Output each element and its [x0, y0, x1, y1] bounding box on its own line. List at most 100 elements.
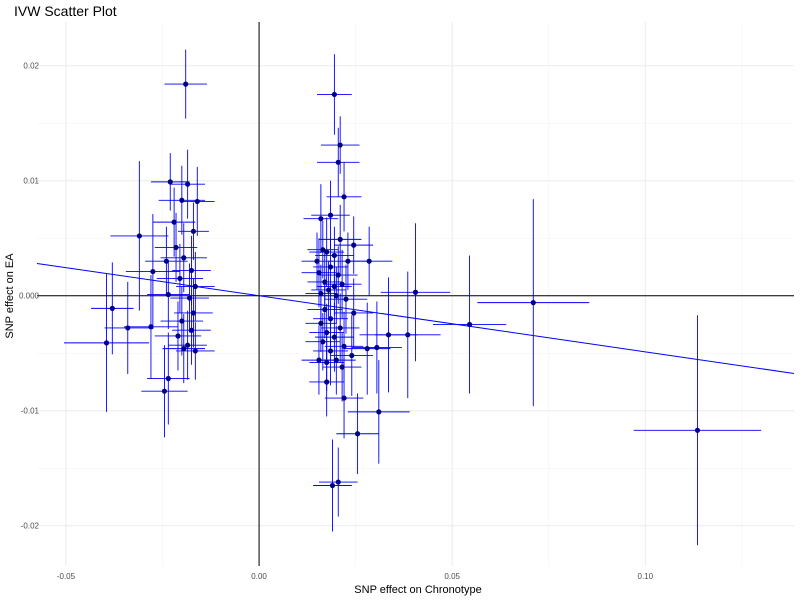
data-point	[324, 359, 330, 366]
data-point	[351, 242, 357, 248]
x-tick-label: 0.00	[251, 572, 267, 581]
y-tick-label: -0.01	[21, 407, 40, 416]
data-point	[186, 295, 193, 301]
data-point	[165, 291, 171, 298]
data-point	[366, 258, 372, 264]
data-point	[188, 327, 195, 333]
data-point	[322, 279, 328, 285]
data-point	[109, 305, 115, 311]
data-point	[327, 316, 334, 322]
data-point	[341, 395, 347, 401]
data-point	[376, 409, 382, 415]
data-point	[136, 233, 142, 239]
data-point	[327, 264, 334, 270]
data-point	[331, 252, 337, 259]
data-point	[335, 272, 341, 278]
data-point	[333, 293, 339, 299]
data-point	[405, 332, 411, 338]
data-point	[324, 249, 330, 255]
data-point	[351, 310, 357, 316]
data-point	[103, 340, 110, 346]
data-point	[337, 236, 343, 242]
data-point	[320, 339, 326, 345]
data-point	[192, 348, 198, 354]
data-point	[466, 321, 473, 328]
data-point	[318, 216, 324, 222]
data-point	[327, 212, 334, 218]
data-point	[337, 142, 343, 148]
x-axis-label: SNP effect on Chronotype	[354, 584, 481, 596]
data-point	[165, 375, 171, 382]
data-point	[374, 344, 380, 351]
y-tick-labels: -0.02 -0.01 0.000 0.01 0.02	[19, 62, 40, 531]
data-point	[185, 181, 191, 187]
data-points	[103, 81, 701, 489]
data-point	[337, 325, 343, 331]
data-point	[181, 346, 187, 352]
data-point	[325, 287, 332, 293]
chart-title: IVW Scatter Plot	[14, 3, 117, 19]
data-point	[324, 329, 330, 336]
data-point	[177, 275, 183, 282]
data-point	[343, 296, 349, 302]
y-tick-label: -0.02	[21, 522, 40, 531]
data-point	[364, 346, 370, 352]
data-point	[331, 91, 337, 98]
data-point	[335, 159, 341, 165]
data-point	[163, 258, 169, 264]
data-point	[173, 244, 179, 251]
data-point	[148, 324, 154, 330]
y-tick-label: 0.000	[19, 292, 40, 301]
data-point	[320, 247, 326, 253]
data-point	[318, 290, 324, 297]
x-tick-labels: -0.05 0.00 0.05 0.10	[57, 572, 654, 581]
data-point	[694, 427, 701, 433]
data-point	[412, 289, 419, 295]
data-point	[188, 267, 195, 274]
y-tick-label: 0.02	[23, 62, 39, 71]
data-point	[185, 342, 191, 348]
data-point	[341, 194, 347, 200]
data-point	[125, 325, 131, 331]
data-point	[345, 258, 351, 264]
data-point	[349, 352, 355, 359]
data-point	[175, 333, 181, 339]
data-point	[339, 281, 345, 287]
data-point	[324, 379, 330, 385]
data-point	[316, 357, 322, 363]
data-point	[179, 197, 185, 203]
data-point	[194, 198, 200, 205]
data-point	[318, 320, 324, 326]
data-point	[161, 388, 168, 394]
data-point	[331, 283, 337, 290]
x-tick-label: 0.05	[444, 572, 460, 581]
data-point	[327, 348, 334, 354]
data-point	[192, 283, 198, 290]
data-point	[179, 318, 185, 324]
data-point	[181, 255, 187, 261]
x-tick-label: -0.05	[57, 572, 76, 581]
data-point	[322, 306, 328, 313]
error-bars	[64, 49, 762, 546]
data-point	[183, 81, 189, 87]
data-point	[190, 228, 197, 234]
data-point	[339, 364, 345, 370]
data-point	[331, 334, 337, 340]
data-point	[329, 482, 336, 489]
data-point	[150, 268, 156, 275]
x-tick-label: 0.10	[638, 572, 654, 581]
data-point	[316, 270, 322, 276]
data-point	[385, 332, 392, 338]
data-point	[314, 258, 320, 264]
data-point	[341, 343, 347, 349]
y-axis-label: SNP effect on EA	[4, 253, 16, 339]
y-tick-label: 0.01	[23, 177, 39, 186]
data-point	[354, 431, 361, 437]
data-point	[190, 310, 197, 316]
data-point	[171, 219, 177, 225]
data-point	[530, 300, 536, 306]
data-point	[167, 179, 173, 185]
data-point	[335, 479, 341, 485]
data-point	[333, 357, 339, 363]
